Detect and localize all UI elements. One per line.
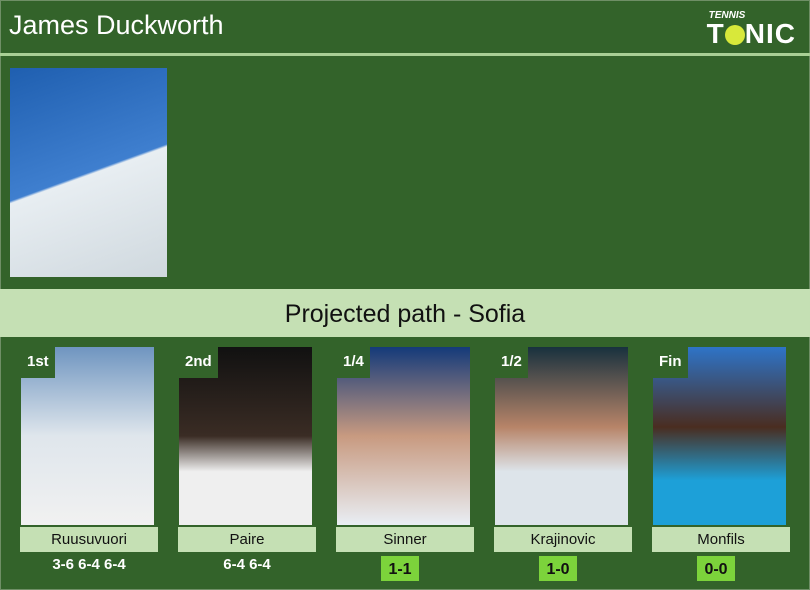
- projected-path-title: Projected path - Sofia: [0, 289, 810, 337]
- opponent-name: Sinner: [336, 527, 474, 552]
- round-label: 1st: [21, 347, 55, 378]
- logo-t: T: [706, 18, 725, 49]
- head-to-head-badge: 1-0: [539, 556, 577, 581]
- match-score: 3-6 6-4 6-4: [52, 556, 126, 573]
- tennis-tonic-logo: TENNIS T NIC: [707, 10, 796, 48]
- head-to-head-badge: 0-0: [697, 556, 735, 581]
- player-name-title: James Duckworth: [9, 10, 224, 40]
- round-label: 1/2: [495, 347, 528, 378]
- round-label: 1/4: [337, 347, 370, 378]
- match-score: 6-4 6-4: [223, 556, 271, 573]
- opponent-name: Paire: [178, 527, 316, 552]
- tennis-ball-icon: [724, 25, 745, 45]
- opponent-name: Krajinovic: [494, 527, 632, 552]
- round-label: Fin: [653, 347, 688, 378]
- opponent-name: Monfils: [652, 527, 790, 552]
- header-divider: [0, 53, 810, 56]
- head-to-head-badge: 1-1: [381, 556, 419, 581]
- opponent-name: Ruusuvuori: [20, 527, 158, 552]
- logo-small-text: TENNIS: [708, 10, 746, 21]
- round-label: 2nd: [179, 347, 218, 378]
- logo-nic: NIC: [744, 18, 796, 49]
- player-photo: [10, 68, 167, 277]
